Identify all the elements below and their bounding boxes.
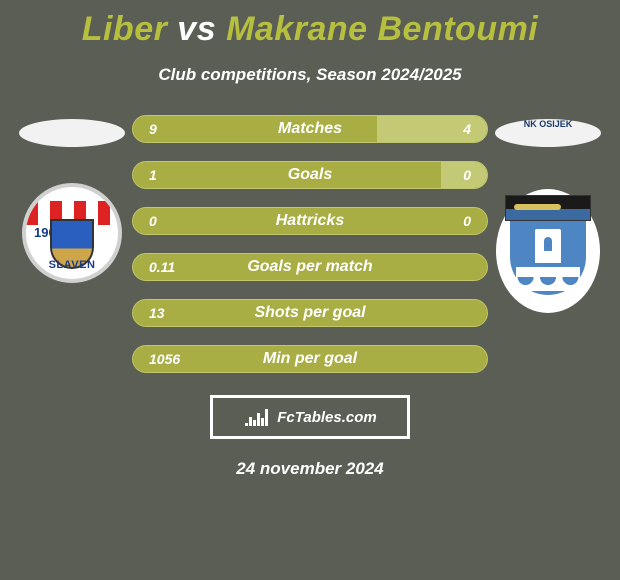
date: 24 november 2024: [0, 459, 620, 479]
brand-text: FcTables.com: [277, 409, 376, 426]
title-player2: Makrane Bentoumi: [226, 10, 538, 48]
stat-bar-row: 1056Min per goal: [132, 345, 488, 373]
badge-shield-right: [510, 221, 586, 295]
left-ellipse: [19, 119, 125, 147]
stat-bar-row: 13Shots per goal: [132, 299, 488, 327]
bridge-icon: [516, 267, 580, 281]
badge-club-name: SLAVEN: [26, 259, 118, 271]
left-side: 1907 SLAVEN: [12, 115, 132, 283]
page: Liber vs Makrane Bentoumi Club competiti…: [0, 0, 620, 580]
title-vs: vs: [177, 10, 216, 48]
bar-label: Matches: [133, 120, 487, 138]
content: 1907 SLAVEN 94Matches 10Goals 00Hattricks 0…: [0, 115, 620, 373]
badge-flag: [505, 195, 591, 221]
bar-label: Shots per goal: [133, 304, 487, 322]
stat-bar-row: 10Goals: [132, 161, 488, 189]
stat-bar-row: 94Matches: [132, 115, 488, 143]
bar-label: Goals per match: [133, 258, 487, 276]
bar-label: Hattricks: [133, 212, 487, 230]
stat-bars: 94Matches 10Goals 00Hattricks 0.11Goals per…: [132, 115, 488, 373]
left-club-badge: 1907 SLAVEN: [22, 183, 122, 283]
badge-club-name-right: NK OSIJEK: [488, 119, 608, 129]
right-club-badge: NK OSIJEK: [496, 189, 600, 313]
tower-icon: [535, 229, 561, 263]
badge-inner: [505, 195, 591, 295]
stat-bar-row: 00Hattricks: [132, 207, 488, 235]
title-player1: Liber: [82, 10, 168, 48]
right-side: NK OSIJEK: [488, 115, 608, 313]
subtitle: Club competitions, Season 2024/2025: [0, 65, 620, 85]
bar-label: Min per goal: [133, 350, 487, 368]
spark-icon: [243, 407, 271, 427]
page-title: Liber vs Makrane Bentoumi: [0, 0, 620, 49]
stat-bar-row: 0.11Goals per match: [132, 253, 488, 281]
brand-box: FcTables.com: [210, 395, 410, 439]
bar-label: Goals: [133, 166, 487, 184]
